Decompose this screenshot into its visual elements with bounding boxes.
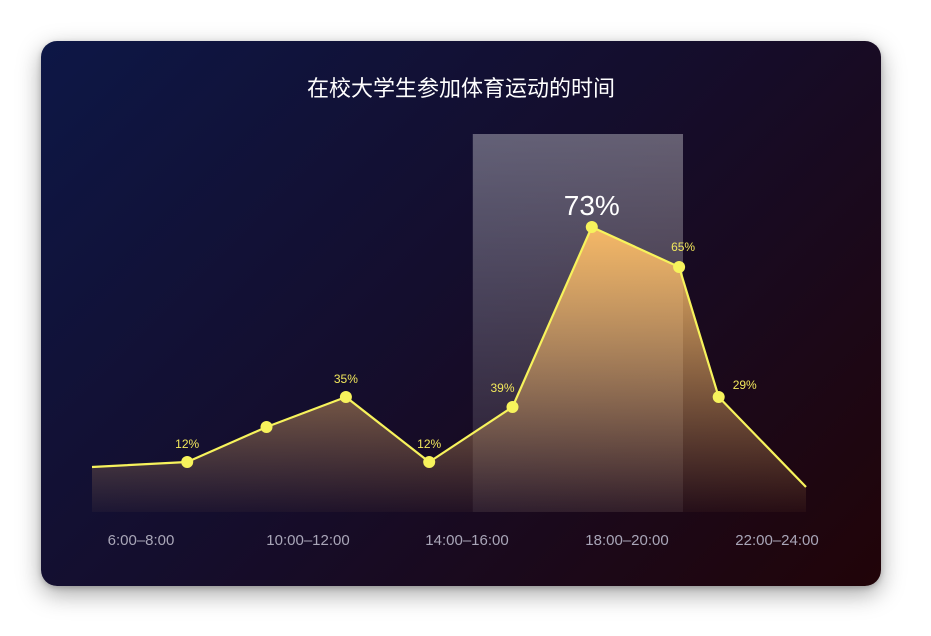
data-point [673, 261, 686, 273]
data-point [181, 456, 194, 468]
data-point [506, 401, 519, 413]
x-tick-label: 6:00–8:00 [108, 532, 175, 549]
data-label: 39% [490, 381, 514, 395]
data-point [423, 456, 436, 468]
data-label-peak: 73% [564, 190, 620, 221]
data-point [585, 221, 598, 233]
data-label: 35% [334, 372, 358, 386]
data-label: 29% [733, 378, 757, 392]
data-points [181, 221, 725, 468]
x-tick-label: 22:00–24:00 [735, 532, 818, 549]
x-axis: 6:00–8:00 10:00–12:00 14:00–16:00 18:00–20:… [108, 532, 819, 549]
data-point [339, 391, 352, 403]
x-tick-label: 14:00–16:00 [425, 532, 508, 549]
data-label: 12% [417, 437, 441, 451]
chart-title: 在校大学生参加体育运动的时间 [307, 77, 615, 102]
data-label: 65% [671, 240, 695, 254]
x-tick-label: 18:00–20:00 [585, 532, 668, 549]
series-area [92, 227, 806, 512]
data-point [260, 421, 273, 433]
data-labels: 12% 35% 12% 39% 73% 65% 29% [175, 190, 757, 451]
series-line [91, 225, 807, 488]
x-tick-label: 10:00–12:00 [266, 532, 349, 549]
data-point [712, 391, 725, 403]
data-label: 12% [175, 437, 199, 451]
